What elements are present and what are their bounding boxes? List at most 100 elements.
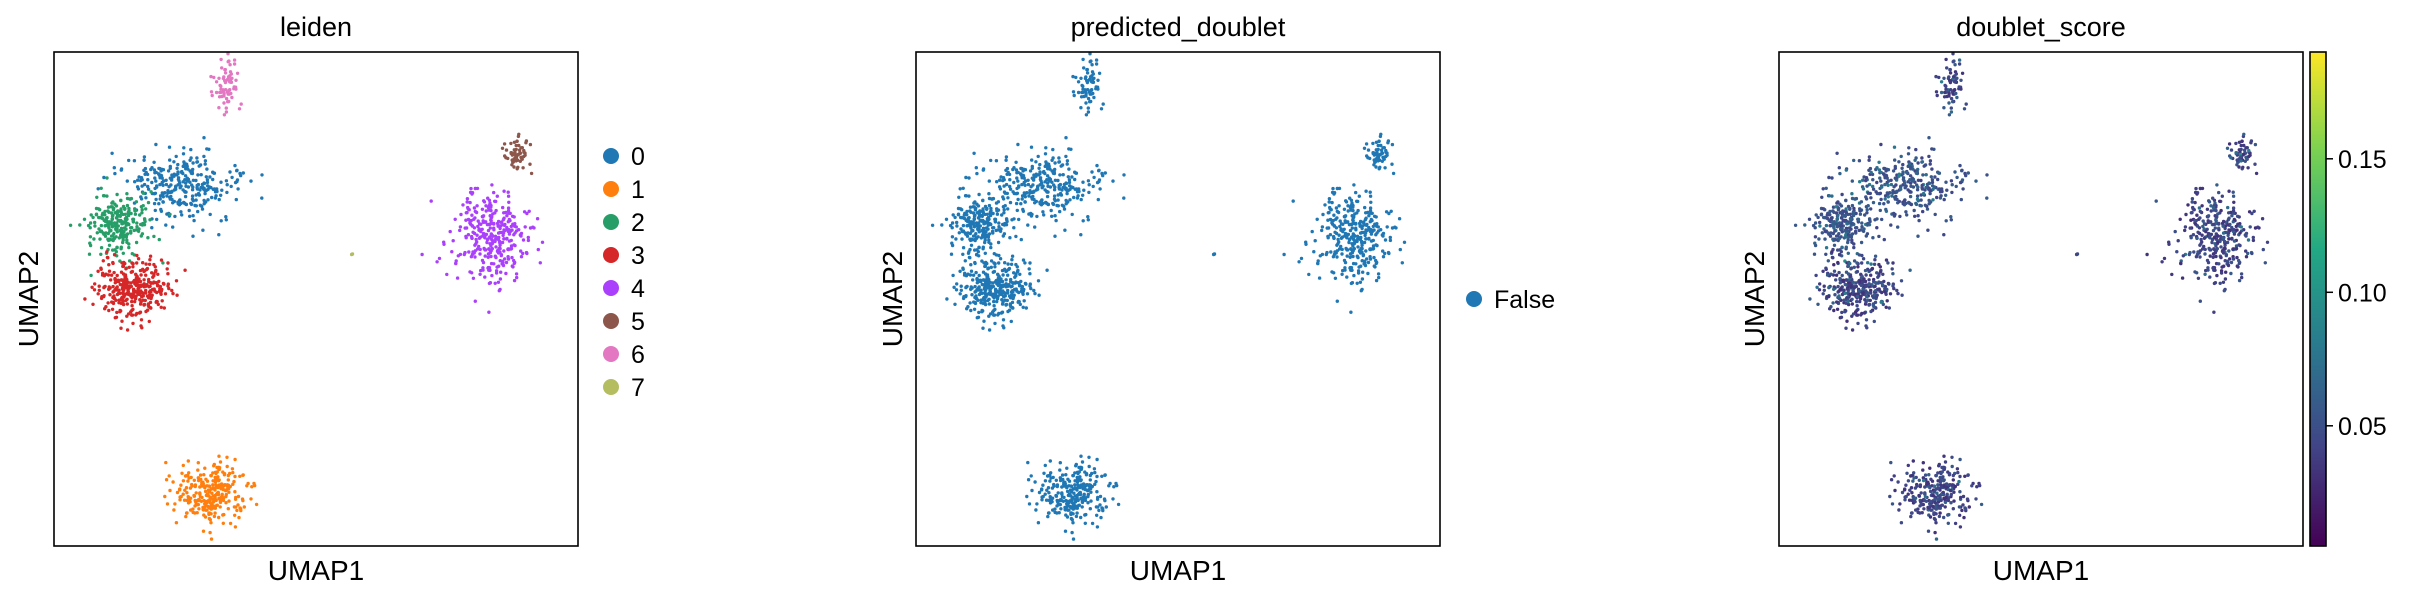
scatter-point <box>1039 488 1044 492</box>
scatter-point <box>1850 203 1855 208</box>
scatter-point <box>1848 292 1852 297</box>
scatter-point <box>1094 58 1099 62</box>
scatter-point <box>1313 239 1317 243</box>
scatter-point <box>442 240 446 244</box>
scatter-point <box>2178 217 2182 221</box>
scatter-point <box>1371 151 1375 155</box>
scatter-point <box>1930 147 1934 151</box>
scatter-point <box>1951 92 1955 96</box>
scatter-point <box>1063 480 1067 484</box>
scatter-point <box>1010 258 1014 262</box>
scatter-point <box>2221 280 2226 284</box>
scatter-point <box>1941 490 1946 495</box>
scatter-point <box>1081 57 1085 62</box>
scatter-point <box>1076 90 1081 95</box>
scatter-point <box>124 267 128 271</box>
scatter-point <box>1385 225 1389 229</box>
scatter-point <box>126 213 131 218</box>
scatter-point <box>1836 248 1840 252</box>
scatter-point <box>158 182 162 187</box>
scatter-point <box>1931 198 1935 202</box>
scatter-point <box>1927 136 1931 140</box>
scatter-point <box>1812 252 1817 256</box>
scatter-point <box>1943 83 1947 88</box>
scatter-point <box>1883 197 1887 201</box>
scatter-point <box>1342 258 1347 263</box>
scatter-point <box>195 160 200 164</box>
scatter-point <box>224 106 228 110</box>
scatter-point <box>1942 76 1946 81</box>
scatter-point <box>1833 293 1837 297</box>
scatter-point <box>497 289 501 293</box>
scatter-point <box>1211 252 1216 257</box>
scatter-point <box>163 292 168 296</box>
scatter-point <box>2190 200 2194 204</box>
scatter-point <box>1084 113 1089 117</box>
scatter-point <box>136 257 141 261</box>
scatter-point <box>987 203 992 208</box>
scatter-point <box>1035 502 1039 506</box>
scatter-point <box>211 177 215 182</box>
scatter-point <box>1034 508 1038 512</box>
scatter-point <box>472 231 477 236</box>
scatter-point <box>114 315 119 319</box>
scatter-point <box>1903 498 1907 502</box>
scatter-point <box>1364 216 1368 220</box>
scatter-point <box>119 207 123 211</box>
scatter-point <box>1924 185 1928 190</box>
scatter-point <box>212 75 216 80</box>
scatter-point <box>142 182 147 187</box>
scatter-point <box>1870 266 1875 271</box>
scatter-point <box>514 272 519 276</box>
scatter-point <box>1097 71 1102 76</box>
scatter-point <box>2205 207 2210 211</box>
scatter-point <box>1836 200 1840 204</box>
scatter-point <box>149 295 154 299</box>
scatter-point <box>950 221 955 225</box>
scatter-point <box>1048 459 1053 463</box>
scatter-point <box>502 237 506 241</box>
scatter-point <box>1068 504 1072 509</box>
scatter-point <box>2253 226 2258 230</box>
scatter-point <box>2162 256 2167 261</box>
scatter-point <box>134 313 138 317</box>
scatter-point <box>183 194 188 199</box>
scatter-point <box>1020 197 1024 201</box>
scatter-point <box>1852 245 1856 250</box>
scatter-point <box>1930 184 1935 188</box>
scatter-point <box>192 478 196 482</box>
scatter-point <box>1860 253 1864 258</box>
scatter-point <box>125 314 129 318</box>
scatter-point <box>969 263 973 267</box>
scatter-point <box>987 192 991 196</box>
scatter-point <box>2194 186 2198 191</box>
scatter-point <box>1356 255 1360 260</box>
scatter-point <box>171 291 175 296</box>
scatter-point <box>92 288 97 292</box>
scatter-point <box>1861 291 1865 296</box>
scatter-point <box>509 141 513 146</box>
scatter-point <box>1892 474 1896 478</box>
scatter-point <box>1929 175 1934 179</box>
scatter-point <box>977 310 981 315</box>
scatter-point <box>111 248 115 252</box>
scatter-point <box>166 261 170 265</box>
scatter-point <box>99 252 103 256</box>
scatter-point <box>983 302 988 307</box>
scatter-point <box>146 178 150 182</box>
scatter-point <box>1057 160 1062 164</box>
scatter-point <box>1932 490 1937 494</box>
scatter-point <box>1089 88 1093 93</box>
scatter-point <box>1032 288 1036 293</box>
scatter-point <box>468 218 472 223</box>
scatter-point <box>1377 139 1381 143</box>
scatter-point <box>2200 240 2204 244</box>
scatter-point <box>166 284 170 288</box>
scatter-point <box>1893 197 1898 201</box>
scatter-point <box>1879 300 1883 304</box>
scatter-point <box>2239 272 2244 276</box>
scatter-point <box>1909 514 1913 519</box>
scatter-point <box>1834 273 1839 277</box>
scatter-point <box>2251 235 2255 240</box>
scatter-point <box>1098 494 1103 499</box>
